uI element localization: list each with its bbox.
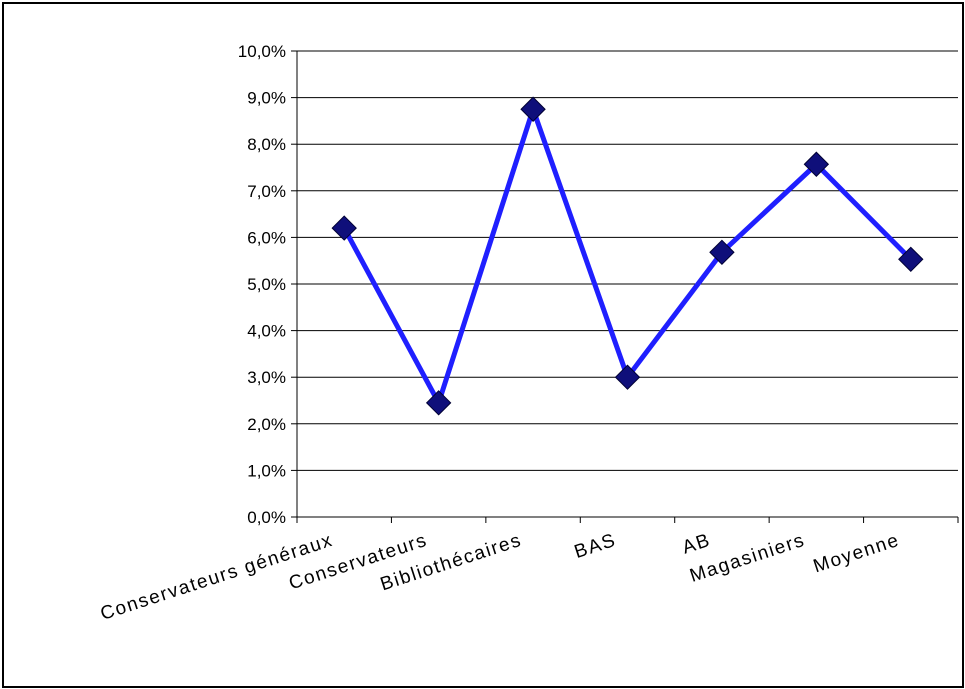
y-tick-label: 8,0% xyxy=(247,135,286,154)
y-tick-label: 5,0% xyxy=(247,275,286,294)
y-tick-label: 9,0% xyxy=(247,89,286,108)
series-line-path xyxy=(342,106,913,406)
gridlines xyxy=(297,50,958,471)
data-point-marker xyxy=(331,215,357,241)
y-axis-tick-labels: 0,0% 1,0% 2,0% 3,0% 4,0% 5,0% 6,0% 7,0% 8,0% 9,0%… xyxy=(238,42,286,527)
series-markers xyxy=(331,96,924,416)
axes xyxy=(291,50,959,523)
y-tick-label: 4,0% xyxy=(247,322,286,341)
y-tick-label: 6,0% xyxy=(247,228,286,247)
y-tick-label: 1,0% xyxy=(247,461,286,480)
x-tick-label: Moyenne xyxy=(811,530,902,578)
x-tick-label: BAS xyxy=(572,530,619,563)
y-tick-label: 10,0% xyxy=(238,42,286,61)
data-point-marker xyxy=(520,96,546,122)
series-line xyxy=(342,106,913,406)
y-tick-label: 7,0% xyxy=(247,182,286,201)
data-point-marker xyxy=(803,151,830,177)
y-tick-label: 0,0% xyxy=(247,508,286,527)
data-point-marker xyxy=(614,364,641,390)
data-point-marker xyxy=(425,390,452,416)
y-tick-label: 3,0% xyxy=(247,368,286,387)
x-axis-tick-labels: Conservateurs générauxConservateursBibli… xyxy=(98,530,902,625)
data-point-marker xyxy=(898,246,924,273)
x-tick-label: AB xyxy=(680,530,714,559)
y-tick-label: 2,0% xyxy=(247,415,286,434)
data-point-marker xyxy=(709,239,735,266)
